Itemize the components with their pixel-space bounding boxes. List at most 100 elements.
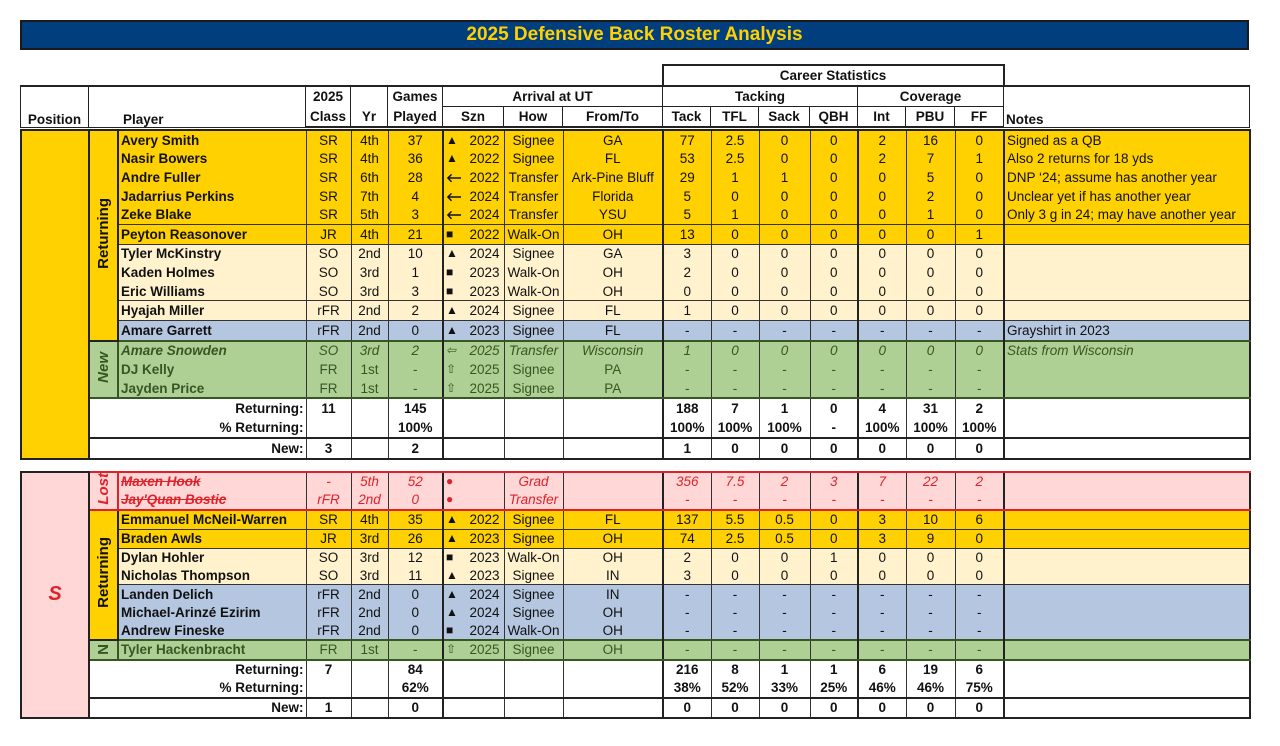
position-label: S: [20, 471, 90, 719]
class-cell: rFR: [305, 621, 352, 641]
arrival-season-cell: ▲ 2022: [442, 130, 505, 150]
pbu-cell: -: [905, 319, 956, 341]
games-header: Played: [387, 106, 443, 128]
totals-tack: 0: [662, 696, 712, 718]
tack-cell: 137: [662, 508, 712, 530]
totals-pbu: 19: [905, 658, 956, 679]
arrival-season-cell: ⇧ 2025: [442, 360, 505, 379]
notes-cell: [1003, 300, 1251, 321]
class-cell: JR: [305, 528, 352, 549]
pbu-cell: 0: [905, 300, 956, 321]
player-name: Eric Williams: [117, 281, 307, 301]
games-cell: -: [387, 360, 444, 379]
totals-how: [503, 418, 564, 439]
games-cell: 35: [387, 508, 444, 530]
arrival-from-cell: OH: [562, 621, 664, 641]
totals-yr: [350, 696, 389, 718]
player-row: Kaden Holmes SO 3rd 1 ■ 2023 Walk-On OH 2 0 0 0 0 0 0: [21, 263, 1251, 282]
signee-icon: ▲: [446, 586, 458, 601]
player-name-text: Amare Snowden: [121, 343, 227, 359]
player-name-text: Emmanuel McNeil-Warren: [121, 512, 288, 528]
totals-int: 0: [857, 437, 907, 460]
notes-cell: [1003, 223, 1251, 245]
player-row: Returning Emmanuel McNeil-Warren SR 4th 35 ▲ 2…: [21, 508, 1251, 642]
class-cell: JR: [305, 223, 352, 245]
notes-cell: Stats from Wisconsin: [1003, 339, 1251, 361]
totals-qbh: -: [809, 418, 859, 439]
totals-class: [305, 678, 352, 698]
games-cell: -: [387, 639, 444, 661]
arrival-season-cell: ▲ 2022: [442, 149, 505, 169]
arrival-from-cell: OH: [562, 263, 664, 282]
season-year: 2024: [469, 622, 500, 638]
tack-cell: 53: [662, 149, 712, 169]
group-label-text: N: [95, 643, 112, 655]
qbh-cell: -: [809, 584, 859, 604]
totals-how: [503, 437, 564, 460]
ff-cell: 0: [954, 547, 1005, 567]
totals-tack: 38%: [662, 678, 712, 698]
qbh-cell: 0: [809, 243, 859, 264]
yr-cell: 2nd: [350, 300, 389, 321]
totals-label: Returning:: [88, 658, 307, 679]
totals-notes: [1003, 397, 1251, 419]
player-row: N Tyler Hackenbracht FR 1st - ⇧ 2025 Signee OH - -…: [21, 639, 1251, 661]
player-row: Jay'Quan Bostic rFR 2nd 0 ● Transfer - - - - - - -: [21, 490, 1251, 511]
arrival-how-cell: Grad: [503, 471, 564, 491]
int-cell: -: [857, 639, 907, 661]
totals-tack: 100%: [662, 418, 712, 439]
yr-cell: 2nd: [350, 603, 389, 622]
totals-label: New:: [88, 696, 307, 718]
pbu-cell: -: [905, 490, 956, 511]
player-name: Peyton Reasonover: [117, 223, 307, 245]
class-cell: SO: [305, 281, 352, 301]
sack-cell: -: [758, 621, 811, 641]
class-cell: FR: [305, 360, 352, 379]
arrival-season-cell: ●: [442, 490, 505, 511]
player-row: Zeke BlakeSR5th3🡐2024TransferYSU5100010O…: [21, 205, 1251, 225]
szn-header: Szn: [442, 106, 504, 128]
arrival-season-cell: ▲ 2024: [442, 584, 505, 604]
player-name-text: Kaden Holmes: [121, 264, 215, 280]
player-name: Jayden Price: [117, 378, 307, 400]
pbu-cell: 0: [905, 547, 956, 567]
player-row: Jayden Price FR 1st - ⇧ 2025 Signee PA - - - - - - -: [21, 378, 1251, 400]
games-cell: 52: [387, 471, 444, 491]
totals-sack: 100%: [758, 418, 811, 439]
arrival-how-cell: Signee: [503, 130, 564, 150]
arrival-how-cell: Signee: [503, 603, 564, 622]
tfl-cell: 0: [710, 263, 760, 282]
sack-header: Sack: [758, 106, 810, 128]
yr-cell: 3rd: [350, 339, 389, 361]
qbh-cell: 0: [809, 339, 859, 361]
arrival-how-cell: Walk-On: [503, 223, 564, 245]
db-section: DB Returning Avery Smith SR 4th 37 ▲ 2022 Signee…: [20, 128, 1251, 461]
tack-cell: 13: [662, 223, 712, 245]
class-cell: SO: [305, 547, 352, 567]
tack-cell: -: [662, 319, 712, 341]
pbu-cell: 0: [905, 281, 956, 301]
tack-cell: 1: [662, 339, 712, 361]
sack-cell: -: [758, 490, 811, 511]
totals-games: 62%: [387, 678, 444, 698]
totals-tfl: 7: [710, 397, 760, 419]
totals-pbu: 0: [905, 696, 956, 718]
ff-cell: -: [954, 319, 1005, 341]
int-cell: 0: [857, 263, 907, 282]
sack-cell: 0: [758, 130, 811, 150]
games-cell: 3: [387, 205, 444, 225]
career-statistics-header: Career Statistics: [661, 64, 1005, 87]
class-cell: SR: [305, 149, 352, 169]
tack-cell: 0: [662, 281, 712, 301]
totals-games: 100%: [387, 418, 444, 439]
games-cell: 2: [387, 300, 444, 321]
qbh-cell: 0: [809, 130, 859, 150]
player-name: Michael-Arinzé Ezirim: [117, 603, 307, 622]
group-label-n: N: [88, 639, 119, 661]
sack-cell: -: [758, 360, 811, 379]
yr-header-top: [350, 85, 388, 107]
tack-cell: 2: [662, 547, 712, 567]
sack-cell: 0: [758, 223, 811, 245]
tfl-cell: 0: [710, 186, 760, 206]
